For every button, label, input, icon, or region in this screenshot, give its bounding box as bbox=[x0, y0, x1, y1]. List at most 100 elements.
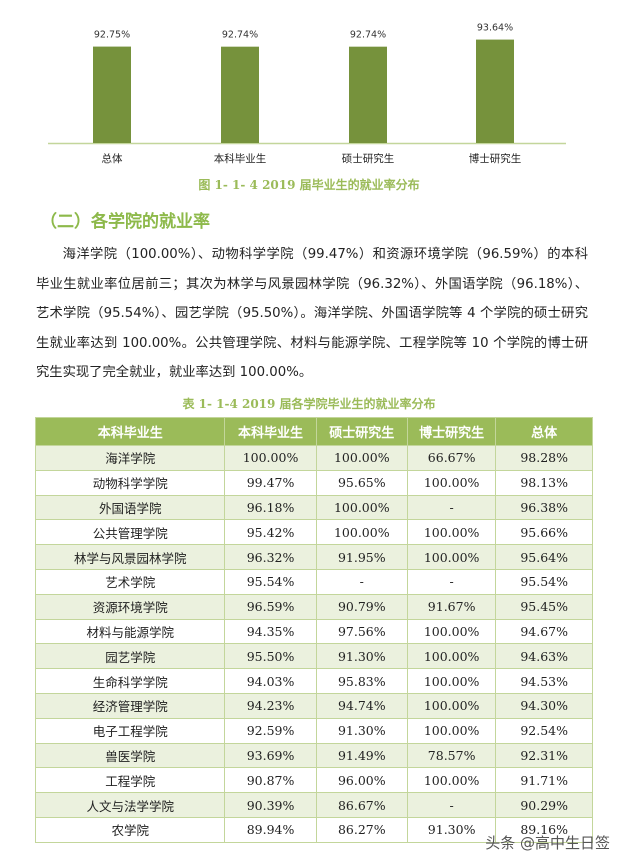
college-name: 经济管理学院 bbox=[34, 692, 226, 719]
rate-cell: 100.00% bbox=[315, 494, 408, 521]
rate-cell: 100.00% bbox=[406, 643, 497, 670]
bar bbox=[349, 46, 387, 143]
college-name: 兽医学院 bbox=[34, 742, 226, 769]
table-row: 人文与法学学院 90.39% 86.67% -90.29% bbox=[34, 792, 593, 818]
table-row: 园艺学院 95.50% 91.30% 100.00% 94.63% bbox=[34, 643, 593, 670]
rate-cell: 92.54% bbox=[495, 717, 593, 744]
bar bbox=[93, 46, 131, 143]
rate-cell: 91.30% bbox=[315, 643, 408, 670]
category-label: 本科毕业生 bbox=[214, 152, 267, 165]
college-name: 工程学院 bbox=[34, 767, 226, 794]
table-row: 经济管理学院 94.23% 94.74% 100.00% 94.30% bbox=[34, 692, 593, 719]
rate-cell: 92.59% bbox=[224, 717, 317, 744]
table-caption: 表 1- 1-4 2019 届各学院毕业生的就业率分布 bbox=[182, 397, 436, 411]
rate-cell: 96.59% bbox=[224, 593, 317, 620]
college-name: 材料与能源学院 bbox=[34, 618, 226, 645]
rate-cell: 91.67% bbox=[406, 593, 497, 620]
college-name: 资源环境学院 bbox=[34, 593, 226, 620]
column-header: 本科毕业生 bbox=[34, 417, 226, 446]
data-label: 92.75% bbox=[94, 30, 130, 41]
rate-cell: 100.00% bbox=[315, 445, 408, 471]
table-row: 海洋学院 100.00% 100.00% 66.67% 98.28% bbox=[34, 445, 593, 471]
college-name: 艺术学院 bbox=[34, 568, 226, 595]
rate-cell: 95.64% bbox=[495, 544, 593, 570]
college-name: 公共管理学院 bbox=[34, 519, 226, 546]
figure-caption: 图 1- 1- 4 2019 届毕业生的就业率分布 bbox=[198, 178, 420, 192]
college-employment-table: 本科毕业生 本科毕业生 硕士研究生 博士研究生 总体 海洋学院 100.00% 100.00… bbox=[34, 417, 593, 843]
rate-cell: 98.28% bbox=[495, 445, 593, 471]
rate-cell: 91.30% bbox=[315, 717, 408, 744]
rate-cell: 94.35% bbox=[224, 618, 317, 645]
rate-cell: 86.67% bbox=[315, 792, 408, 818]
rate-cell: 95.50% bbox=[224, 643, 317, 670]
rate-cell: 90.79% bbox=[315, 593, 408, 620]
rate-cell: 96.38% bbox=[495, 494, 593, 521]
rate-cell: 97.56% bbox=[315, 618, 408, 645]
table-row: 外国语学院 96.18% 100.00% -96.38% bbox=[34, 494, 593, 521]
table-row: 资源环境学院 96.59% 90.79% 91.67% 95.45% bbox=[34, 593, 593, 620]
table-header-row: 本科毕业生 本科毕业生 硕士研究生 博士研究生 总体 bbox=[34, 417, 593, 446]
rate-cell: 94.67% bbox=[495, 618, 593, 645]
college-name: 林学与风景园林学院 bbox=[34, 544, 226, 570]
table-row: 电子工程学院 92.59% 91.30% 100.00% 92.54% bbox=[34, 717, 593, 744]
rate-cell: 100.00% bbox=[406, 544, 497, 570]
rate-cell: 91.30% bbox=[406, 816, 497, 843]
table-row: 公共管理学院 95.42% 100.00% 100.00% 95.66% bbox=[34, 519, 593, 546]
rate-cell: 100.00% bbox=[406, 717, 497, 744]
rate-cell: - bbox=[315, 568, 408, 595]
rate-cell: 94.53% bbox=[495, 668, 593, 694]
rate-cell: 95.42% bbox=[224, 519, 317, 546]
table-row: 林学与风景园林学院 96.32% 91.95% 100.00% 95.64% bbox=[34, 544, 593, 570]
rate-cell: 100.00% bbox=[315, 519, 408, 546]
rate-cell: 89.94% bbox=[224, 816, 317, 843]
bar bbox=[221, 46, 259, 143]
rate-cell: 95.66% bbox=[495, 519, 593, 546]
rate-cell: 93.69% bbox=[224, 742, 317, 769]
college-name: 动物科学学院 bbox=[34, 469, 226, 496]
rate-cell: - bbox=[406, 792, 497, 818]
rate-cell: 91.71% bbox=[495, 767, 593, 794]
rate-cell: 100.00% bbox=[224, 445, 317, 471]
rate-cell: 95.54% bbox=[224, 568, 317, 595]
rate-cell: - bbox=[406, 494, 497, 521]
table-row: 材料与能源学院 94.35% 97.56% 100.00% 94.67% bbox=[34, 618, 593, 645]
column-header: 本科毕业生 bbox=[224, 417, 317, 446]
rate-cell: 90.29% bbox=[495, 792, 593, 818]
rate-cell: 91.49% bbox=[315, 742, 408, 769]
rate-cell: 90.39% bbox=[224, 792, 317, 818]
rate-cell: - bbox=[406, 568, 497, 595]
section-paragraph: 海洋学院（100.00%）、动物科学学院（99.47%）和资源环境学院（96.5… bbox=[36, 247, 588, 380]
category-label: 硕士研究生 bbox=[342, 152, 395, 165]
rate-cell: 100.00% bbox=[406, 618, 497, 645]
college-name: 海洋学院 bbox=[34, 445, 226, 471]
employment-rate-bar-chart: 92.75% 总体 92.74% 本科毕业生 92.74% 硕士研究生 93.64% 博士研究… bbox=[48, 23, 566, 165]
rate-cell: 66.67% bbox=[406, 445, 497, 471]
rate-cell: 91.95% bbox=[315, 544, 408, 570]
college-name: 生命科学学院 bbox=[34, 668, 226, 694]
college-name: 电子工程学院 bbox=[34, 717, 226, 744]
rate-cell: 94.30% bbox=[495, 692, 593, 719]
college-name: 农学院 bbox=[34, 816, 226, 843]
rate-cell: 100.00% bbox=[406, 668, 497, 694]
rate-cell: 94.63% bbox=[495, 643, 593, 670]
rate-cell: 96.00% bbox=[315, 767, 408, 794]
table-row: 生命科学学院 94.03% 95.83% 100.00% 94.53% bbox=[34, 668, 593, 694]
college-name: 园艺学院 bbox=[34, 643, 226, 670]
column-header: 硕士研究生 bbox=[315, 417, 408, 446]
rate-cell: 90.87% bbox=[224, 767, 317, 794]
rate-cell: 95.83% bbox=[315, 668, 408, 694]
rate-cell: 89.16% bbox=[495, 816, 593, 843]
table-row: 农学院 89.94% 86.27% 91.30% 89.16% bbox=[34, 816, 593, 843]
column-header: 总体 bbox=[495, 417, 593, 446]
rate-cell: 100.00% bbox=[406, 692, 497, 719]
rate-cell: 86.27% bbox=[315, 816, 408, 843]
data-label: 92.74% bbox=[350, 30, 386, 41]
column-header: 博士研究生 bbox=[406, 417, 497, 446]
table-row: 动物科学学院 99.47% 95.65% 100.00% 98.13% bbox=[34, 469, 593, 496]
data-label: 92.74% bbox=[222, 30, 258, 41]
rate-cell: 100.00% bbox=[406, 767, 497, 794]
rate-cell: 92.31% bbox=[495, 742, 593, 769]
rate-cell: 95.45% bbox=[495, 593, 593, 620]
table-row: 兽医学院 93.69% 91.49% 78.57% 92.31% bbox=[34, 742, 593, 769]
data-label: 93.64% bbox=[477, 23, 513, 34]
